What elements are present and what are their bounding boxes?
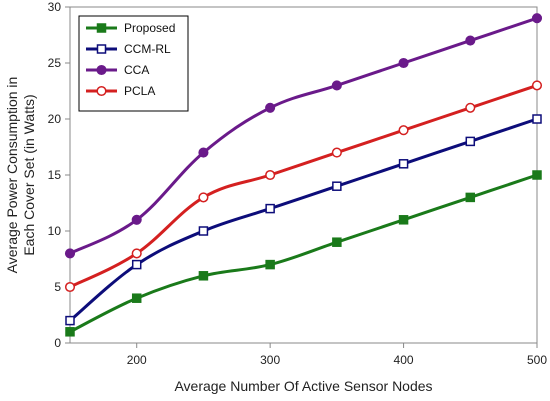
legend-label: PCLA <box>124 84 155 98</box>
y-axis-title-line-1: Average Power Consumption in <box>4 77 20 274</box>
y-tick-label: 5 <box>54 280 61 294</box>
legend-swatch-marker <box>96 44 107 54</box>
data-point-cca <box>531 13 543 24</box>
data-point-pcla <box>265 169 276 181</box>
y-tick-label: 10 <box>48 224 62 238</box>
data-point-cca <box>331 80 342 91</box>
x-axis-title: Average Number Of Active Sensor Nodes <box>174 378 432 394</box>
data-point-pcla <box>64 281 76 293</box>
legend-item-proposed: Proposed <box>86 21 175 35</box>
data-point-pcla <box>531 80 543 91</box>
data-point-proposed <box>332 237 342 247</box>
legend-item-pcla: PCLA <box>86 84 155 98</box>
data-point-proposed <box>65 327 75 337</box>
series-proposed <box>65 170 542 337</box>
legend-item-ccm-rl: CCM-RL <box>86 42 171 56</box>
data-point-pcla <box>331 147 342 158</box>
legend-label: CCM-RL <box>124 42 171 56</box>
y-tick-label: 15 <box>48 168 62 182</box>
data-point-ccm-rl <box>465 136 476 147</box>
data-point-ccm-rl <box>398 159 409 169</box>
x-tick-label: 300 <box>260 353 280 367</box>
series-cca <box>64 13 543 259</box>
series-ccm-rl <box>65 114 542 326</box>
legend-label: Proposed <box>124 21 175 35</box>
series-pcla <box>64 80 543 293</box>
data-point-proposed <box>265 259 275 270</box>
x-tick-label: 400 <box>394 353 414 367</box>
data-point-cca <box>64 248 76 259</box>
data-point-proposed <box>465 192 476 203</box>
data-point-proposed <box>131 293 142 303</box>
legend-swatch-marker <box>96 64 107 76</box>
y-tick-label: 30 <box>48 0 62 14</box>
series-line-proposed <box>69 173 538 334</box>
data-point-cca <box>465 35 476 46</box>
data-point-ccm-rl <box>131 259 142 270</box>
data-point-ccm-rl <box>198 226 209 236</box>
series-line-pcla <box>69 83 538 289</box>
data-point-cca <box>131 214 142 225</box>
x-tick-label: 200 <box>127 353 147 367</box>
data-point-pcla <box>198 192 209 203</box>
series-line-cca <box>69 16 538 255</box>
data-point-pcla <box>465 102 476 113</box>
y-tick-label: 25 <box>48 56 62 70</box>
data-point-ccm-rl <box>65 315 75 326</box>
data-point-pcla <box>131 248 142 259</box>
y-tick-label: 0 <box>54 336 61 350</box>
legend: Proposed CCM-RL CCA PCLA <box>78 15 189 112</box>
x-tick-label: 500 <box>527 353 547 367</box>
legend-item-cca: CCA <box>86 63 149 77</box>
axes: 0 5 10 15 20 25 30 200 300 400 500 <box>48 0 548 367</box>
data-point-proposed <box>532 170 542 180</box>
data-point-ccm-rl <box>532 114 542 124</box>
data-point-proposed <box>198 271 209 281</box>
y-axis-title-line-2: Each Cover Set (in Watts) <box>21 94 37 255</box>
data-point-pcla <box>398 125 409 136</box>
data-point-ccm-rl <box>265 203 275 214</box>
data-point-cca <box>398 57 409 69</box>
series-group <box>64 13 543 337</box>
legend-label: CCA <box>124 63 149 77</box>
data-point-cca <box>265 102 276 113</box>
legend-swatch-marker <box>96 85 107 97</box>
data-point-cca <box>198 147 209 158</box>
data-point-proposed <box>398 215 409 225</box>
legend-swatch-marker <box>96 23 107 33</box>
data-point-ccm-rl <box>332 181 342 191</box>
y-tick-label: 20 <box>48 112 62 126</box>
